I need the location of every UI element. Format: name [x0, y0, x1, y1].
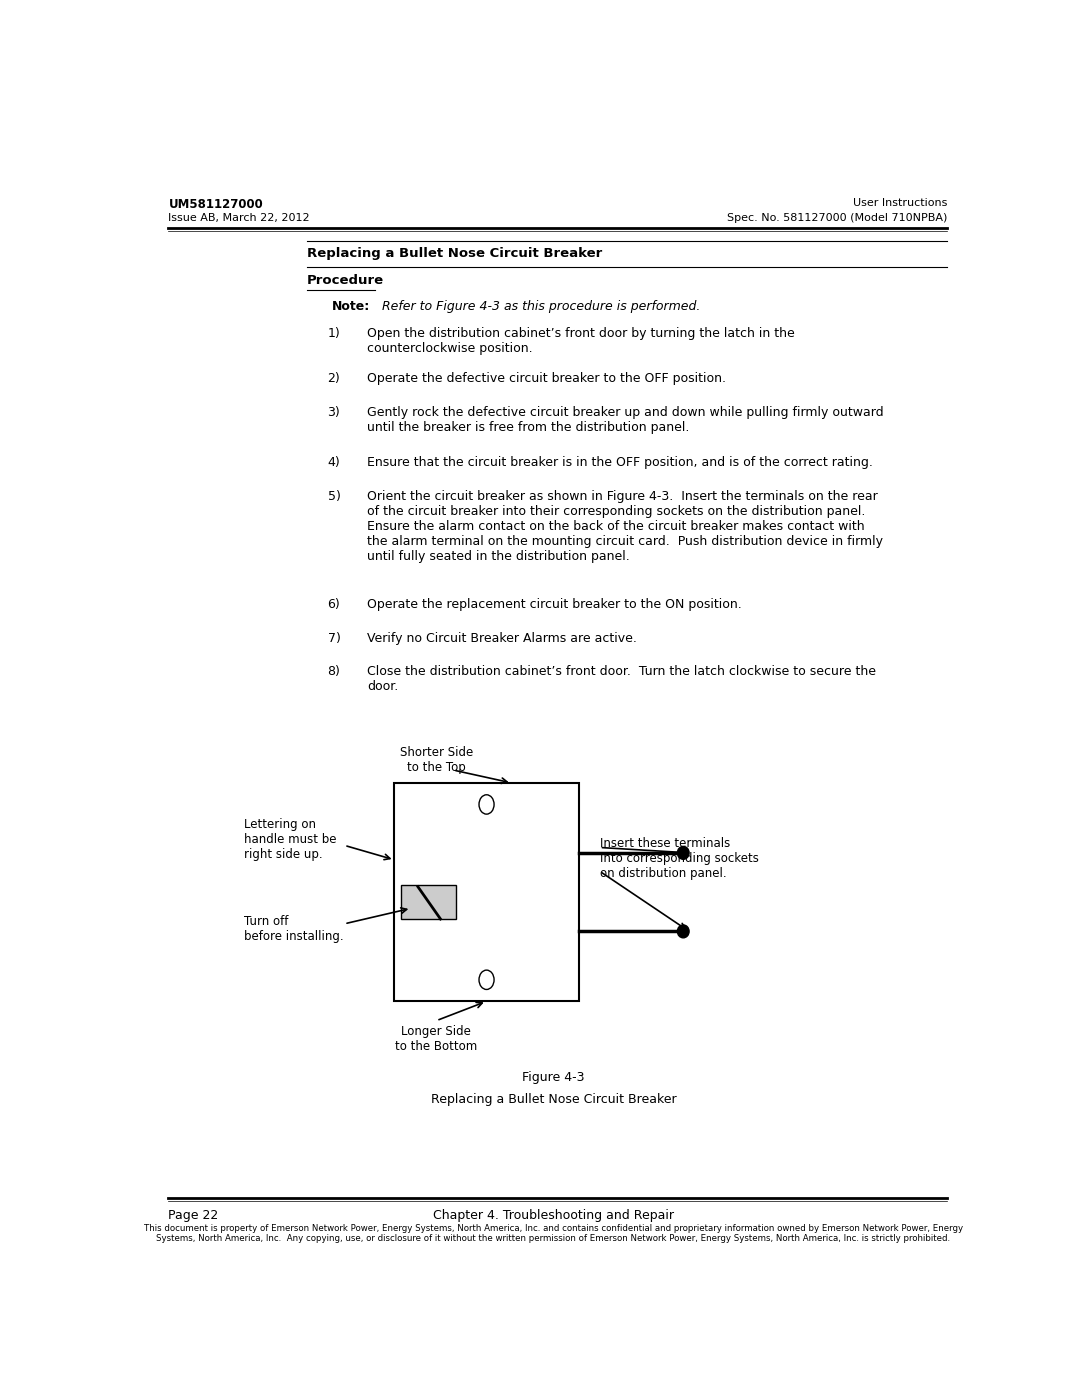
Text: Chapter 4. Troubleshooting and Repair: Chapter 4. Troubleshooting and Repair — [433, 1208, 674, 1222]
Text: 4): 4) — [327, 455, 340, 469]
Text: Close the distribution cabinet’s front door.  Turn the latch clockwise to secure: Close the distribution cabinet’s front d… — [367, 665, 876, 693]
Text: Replacing a Bullet Nose Circuit Breaker: Replacing a Bullet Nose Circuit Breaker — [431, 1092, 676, 1106]
Text: Longer Side
to the Bottom: Longer Side to the Bottom — [395, 1025, 477, 1053]
Text: Refer to Figure 4-3 as this procedure is performed.: Refer to Figure 4-3 as this procedure is… — [374, 300, 700, 313]
Text: 7): 7) — [327, 633, 340, 645]
Text: UM581127000: UM581127000 — [168, 198, 264, 211]
Text: Shorter Side
to the Top: Shorter Side to the Top — [400, 746, 473, 774]
Text: User Instructions: User Instructions — [852, 198, 947, 208]
Text: Insert these terminals
into corresponding sockets
on distribution panel.: Insert these terminals into correspondin… — [599, 837, 758, 880]
Text: 8): 8) — [327, 665, 340, 678]
Text: Figure 4-3: Figure 4-3 — [523, 1071, 584, 1084]
Text: 3): 3) — [327, 407, 340, 419]
Text: This document is property of Emerson Network Power, Energy Systems, North Americ: This document is property of Emerson Net… — [144, 1224, 963, 1243]
Text: 6): 6) — [327, 598, 340, 610]
Text: Gently rock the defective circuit breaker up and down while pulling firmly outwa: Gently rock the defective circuit breake… — [367, 407, 883, 434]
Text: 5): 5) — [327, 490, 340, 503]
Text: Procedure: Procedure — [307, 274, 383, 288]
Text: 2): 2) — [327, 372, 340, 386]
Text: Lettering on
handle must be
right side up.: Lettering on handle must be right side u… — [244, 819, 336, 862]
Text: Spec. No. 581127000 (Model 710NPBA): Spec. No. 581127000 (Model 710NPBA) — [727, 212, 947, 222]
Text: Replacing a Bullet Nose Circuit Breaker: Replacing a Bullet Nose Circuit Breaker — [307, 247, 602, 260]
Text: Issue AB, March 22, 2012: Issue AB, March 22, 2012 — [168, 212, 310, 222]
Bar — [394, 782, 579, 1002]
Text: Operate the defective circuit breaker to the OFF position.: Operate the defective circuit breaker to… — [367, 372, 726, 386]
Text: Verify no Circuit Breaker Alarms are active.: Verify no Circuit Breaker Alarms are act… — [367, 633, 637, 645]
Ellipse shape — [677, 925, 689, 937]
Text: Page 22: Page 22 — [168, 1208, 219, 1222]
Text: Orient the circuit breaker as shown in Figure 4-3.  Insert the terminals on the : Orient the circuit breaker as shown in F… — [367, 490, 882, 563]
Text: Open the distribution cabinet’s front door by turning the latch in the
countercl: Open the distribution cabinet’s front do… — [367, 327, 795, 355]
Text: Ensure that the circuit breaker is in the OFF position, and is of the correct ra: Ensure that the circuit breaker is in th… — [367, 455, 873, 469]
Text: Operate the replacement circuit breaker to the ON position.: Operate the replacement circuit breaker … — [367, 598, 742, 610]
Text: Note:: Note: — [332, 300, 370, 313]
Ellipse shape — [677, 847, 689, 859]
Text: 1): 1) — [327, 327, 340, 339]
Bar — [401, 884, 456, 919]
Text: Turn off
before installing.: Turn off before installing. — [244, 915, 343, 943]
